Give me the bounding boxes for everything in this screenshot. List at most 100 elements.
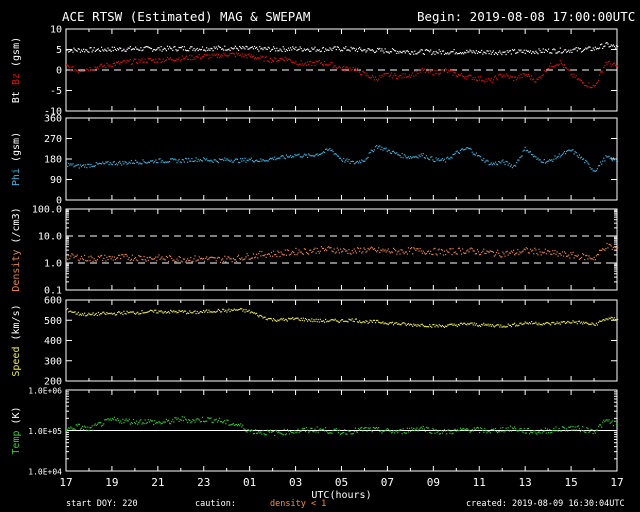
data-point-bz [484, 81, 486, 83]
data-point-density [286, 249, 288, 251]
data-point-speed [371, 321, 373, 323]
data-point-bz [148, 58, 150, 60]
data-point-bz [300, 60, 302, 62]
data-point-speed [534, 322, 536, 324]
y-tick-label-mag: -5 [50, 86, 62, 97]
data-point-bt [443, 53, 446, 55]
data-point-bt [474, 52, 476, 54]
data-point-temp [509, 425, 511, 427]
data-point-phi [374, 146, 377, 148]
data-point-density [615, 248, 618, 250]
series-bz [66, 52, 619, 89]
data-point-speed [376, 319, 378, 322]
data-point-density [534, 247, 536, 249]
data-point-phi [543, 159, 545, 161]
data-point-temp [433, 429, 435, 431]
data-point-temp [240, 423, 242, 425]
data-point-bz [147, 58, 149, 60]
data-point-density [77, 259, 79, 261]
data-point-bt [396, 52, 398, 54]
data-point-bt [198, 48, 200, 50]
data-point-phi [604, 160, 606, 162]
data-point-bz [477, 76, 480, 78]
data-point-phi [432, 159, 434, 161]
data-point-temp [333, 428, 335, 430]
data-point-density [255, 256, 257, 258]
data-point-density [194, 255, 196, 257]
data-point-bt [462, 52, 464, 54]
data-point-bt [286, 50, 288, 52]
data-point-density [577, 254, 579, 256]
data-point-temp [371, 431, 373, 433]
data-point-bt [163, 47, 165, 49]
data-point-speed [96, 314, 98, 317]
data-point-phi [526, 149, 528, 151]
data-point-speed [434, 326, 436, 328]
data-point-bt [311, 47, 313, 49]
data-point-bt [141, 50, 143, 52]
data-point-bt [527, 50, 529, 52]
data-point-density [390, 251, 393, 253]
data-point-temp [88, 429, 90, 431]
data-point-bt [551, 52, 553, 54]
data-point-phi [599, 165, 601, 167]
data-point-bt [229, 49, 231, 52]
data-point-speed [421, 323, 423, 325]
data-point-temp [146, 421, 148, 424]
data-point-phi [480, 156, 482, 158]
data-point-bt [236, 48, 239, 50]
data-point-bz [597, 79, 600, 81]
data-point-density [454, 251, 456, 253]
data-point-temp [534, 430, 536, 432]
data-point-phi [305, 154, 308, 156]
data-point-bt [247, 48, 249, 50]
data-point-bz [568, 69, 570, 71]
data-point-density [177, 260, 179, 262]
data-point-bz [483, 80, 485, 82]
data-point-speed [494, 325, 497, 327]
y-axis-label-speed: Speed (km/s) [11, 304, 22, 376]
data-point-phi [422, 153, 424, 155]
data-point-bz [600, 71, 602, 73]
data-point-temp [68, 427, 70, 429]
data-point-density [329, 247, 331, 249]
data-point-phi [163, 162, 165, 164]
data-point-speed [337, 321, 339, 323]
data-point-density [274, 254, 276, 256]
data-point-speed [275, 320, 277, 322]
data-point-bt [281, 50, 283, 53]
data-point-temp [89, 427, 91, 429]
data-point-phi [331, 149, 333, 151]
data-point-temp [90, 427, 92, 429]
data-point-phi [499, 161, 501, 163]
data-point-bt [167, 48, 170, 50]
data-point-phi [578, 154, 580, 156]
data-point-density [346, 250, 348, 252]
data-point-speed [230, 309, 232, 311]
data-point-bz [590, 87, 592, 89]
x-tick-label: 03 [289, 476, 302, 489]
data-point-bz [410, 76, 412, 78]
data-point-bz [293, 61, 295, 63]
data-point-phi [519, 157, 521, 159]
data-point-bz [422, 70, 424, 72]
data-point-speed [119, 311, 121, 313]
data-point-temp [263, 433, 265, 435]
data-point-bz [510, 76, 512, 78]
data-point-phi [479, 155, 481, 157]
y-tick-label-phi: 180 [44, 155, 62, 166]
data-point-phi [215, 160, 217, 162]
data-point-density [199, 258, 201, 260]
data-point-speed [266, 319, 268, 321]
data-point-phi [235, 158, 238, 160]
data-point-bz [466, 78, 468, 80]
data-point-density [467, 249, 469, 251]
data-point-bt [449, 52, 451, 54]
data-point-bt [402, 50, 404, 52]
data-point-bt [593, 49, 595, 51]
data-point-speed [208, 309, 210, 311]
data-point-temp [369, 427, 371, 429]
data-point-bz [402, 73, 404, 75]
data-point-bz [165, 59, 167, 61]
data-point-temp [446, 433, 448, 435]
